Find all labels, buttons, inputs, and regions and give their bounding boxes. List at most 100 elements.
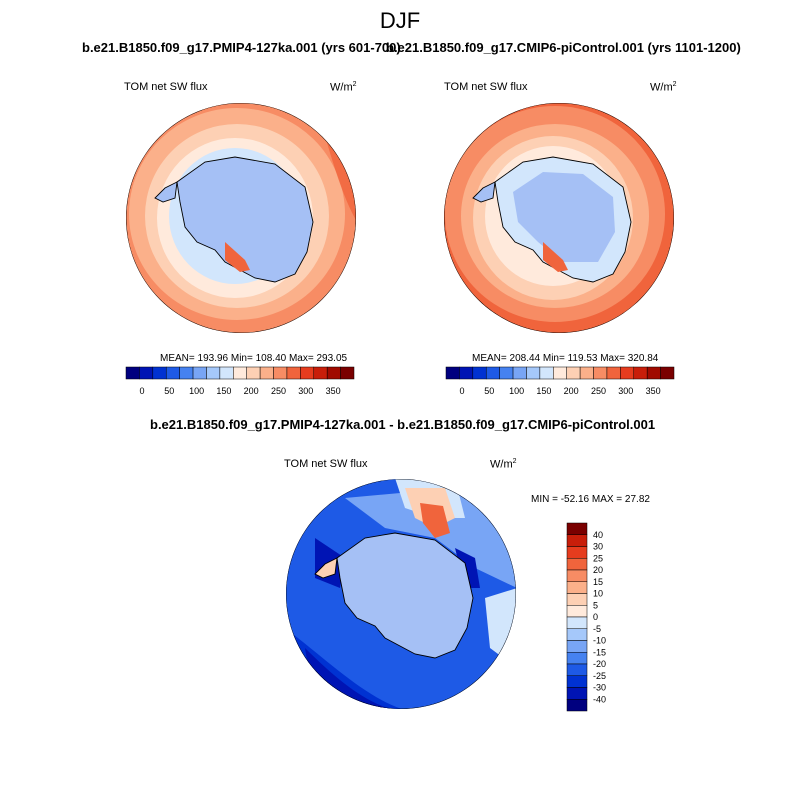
colorbar-swatch xyxy=(579,366,594,380)
colorbar-swatch xyxy=(246,366,261,380)
colorbar-tick-label: 10 xyxy=(593,589,603,599)
colorbar-swatch xyxy=(179,366,194,380)
colorbar-swatch xyxy=(206,366,221,380)
colorbar-panel-2: 0 50 100 150 200 250 300 350 xyxy=(445,366,675,396)
colorbar-tick-label: -30 xyxy=(593,683,606,693)
panel-3-variable-label: TOM net SW flux xyxy=(284,458,368,470)
colorbar-swatch xyxy=(472,366,487,380)
panel-2-variable-label: TOM net SW flux xyxy=(444,81,528,93)
colorbar-swatch xyxy=(313,366,328,380)
colorbar-swatch xyxy=(259,366,274,380)
colorbar-swatch xyxy=(165,366,180,380)
colorbar-swatch xyxy=(445,366,460,380)
colorbar-tick-label: 200 xyxy=(564,386,579,396)
colorbar-tick-label: 15 xyxy=(593,577,603,587)
panel-3-units-label: W/m2 xyxy=(490,458,517,471)
colorbar-tick-label: 0 xyxy=(459,386,464,396)
colorbar-tick-label: 30 xyxy=(593,542,603,552)
colorbar-swatch xyxy=(326,366,341,380)
colorbar-tick-label: -40 xyxy=(593,694,606,704)
colorbar-tick-label: 200 xyxy=(244,386,259,396)
colorbar-swatch xyxy=(233,366,247,380)
colorbar-swatch xyxy=(566,534,588,547)
colorbar-swatch xyxy=(553,366,567,380)
colorbar-swatch xyxy=(459,366,474,380)
colorbar-swatch xyxy=(125,366,140,380)
colorbar-swatch xyxy=(566,569,588,582)
colorbar-swatch xyxy=(566,640,588,653)
panel-3-stats: MIN = -52.16 MAX = 27.82 xyxy=(531,494,650,505)
colorbar-swatch xyxy=(499,366,514,380)
colorbar-panel-1: 0 50 100 150 200 250 300 350 xyxy=(125,366,355,396)
colorbar-tick-label: 40 xyxy=(593,530,603,540)
panel-2-units-label: W/m2 xyxy=(650,81,677,94)
colorbar-tick-label: -20 xyxy=(593,659,606,669)
colorbar-swatch xyxy=(219,366,234,380)
colorbar-tick-label: -25 xyxy=(593,671,606,681)
colorbar-swatch xyxy=(566,558,588,571)
colorbar-swatch xyxy=(300,366,315,380)
map-panel-2 xyxy=(444,103,674,333)
colorbar-swatch xyxy=(139,366,154,380)
colorbar-swatch xyxy=(526,366,541,380)
colorbar-tick-label: 25 xyxy=(593,553,603,563)
colorbar-tick-label: 350 xyxy=(646,386,661,396)
colorbar-tick-label: 300 xyxy=(298,386,313,396)
panel-2-stats: MEAN= 208.44 Min= 119.53 Max= 320.84 xyxy=(472,353,659,364)
colorbar-swatch xyxy=(660,366,675,380)
colorbar-swatch xyxy=(273,366,288,380)
panel-1-units-label: W/m2 xyxy=(330,81,357,94)
map-panel-3 xyxy=(286,479,516,709)
colorbar-swatch xyxy=(566,699,588,712)
colorbar-tick-label: 50 xyxy=(484,386,494,396)
colorbar-tick-label: 100 xyxy=(509,386,524,396)
colorbar-tick-label: 0 xyxy=(593,612,598,622)
panel-1-variable-label: TOM net SW flux xyxy=(124,81,208,93)
colorbar-swatch xyxy=(512,366,527,380)
colorbar-swatch xyxy=(286,366,301,380)
colorbar-swatch xyxy=(566,522,588,535)
map-panel-1 xyxy=(126,103,356,333)
colorbar-tick-label: 250 xyxy=(271,386,286,396)
colorbar-swatch xyxy=(192,366,207,380)
panel-3-title: b.e21.B1850.f09_g17.PMIP4-127ka.001 - b.… xyxy=(150,417,656,432)
colorbar-tick-label: 100 xyxy=(189,386,204,396)
colorbar-swatch xyxy=(539,366,554,380)
colorbar-tick-label: -15 xyxy=(593,647,606,657)
colorbar-swatch xyxy=(566,663,588,676)
colorbar-swatch xyxy=(566,366,581,380)
colorbar-swatch xyxy=(593,366,608,380)
panel-1-stats: MEAN= 193.96 Min= 108.40 Max= 293.05 xyxy=(160,353,348,364)
colorbar-swatch xyxy=(566,652,588,665)
colorbar-swatch xyxy=(566,628,588,641)
colorbar-swatch xyxy=(566,593,588,606)
colorbar-tick-label: 0 xyxy=(139,386,144,396)
colorbar-swatch xyxy=(152,366,167,380)
colorbar-tick-label: 300 xyxy=(618,386,633,396)
colorbar-tick-label: 350 xyxy=(326,386,341,396)
colorbar-tick-label: 150 xyxy=(216,386,231,396)
panel-2-title: b.e21.B1850.f09_g17.CMIP6-piControl.001 … xyxy=(386,40,741,55)
colorbar-swatch xyxy=(566,675,588,688)
colorbar-tick-label: 5 xyxy=(593,600,598,610)
figure-title: DJF xyxy=(379,8,421,33)
colorbar-swatch xyxy=(646,366,661,380)
colorbar-swatch xyxy=(633,366,648,380)
colorbar-tick-label: 150 xyxy=(536,386,551,396)
colorbar-swatch xyxy=(566,605,588,618)
colorbar-tick-label: 50 xyxy=(164,386,174,396)
colorbar-tick-label: -5 xyxy=(593,624,601,634)
colorbar-swatch xyxy=(566,687,588,700)
colorbar-swatch xyxy=(566,616,588,629)
panel-1-title: b.e21.B1850.f09_g17.PMIP4-127ka.001 (yrs… xyxy=(82,40,401,55)
colorbar-swatch xyxy=(485,366,500,380)
colorbar-swatch xyxy=(566,546,588,559)
colorbar-tick-label: -10 xyxy=(593,636,606,646)
colorbar-swatch xyxy=(606,366,621,380)
colorbar-swatch xyxy=(620,366,635,380)
colorbar-swatch xyxy=(340,366,355,380)
colorbar-swatch xyxy=(566,581,588,594)
colorbar-tick-label: 20 xyxy=(593,565,603,575)
colorbar-tick-label: 250 xyxy=(591,386,606,396)
